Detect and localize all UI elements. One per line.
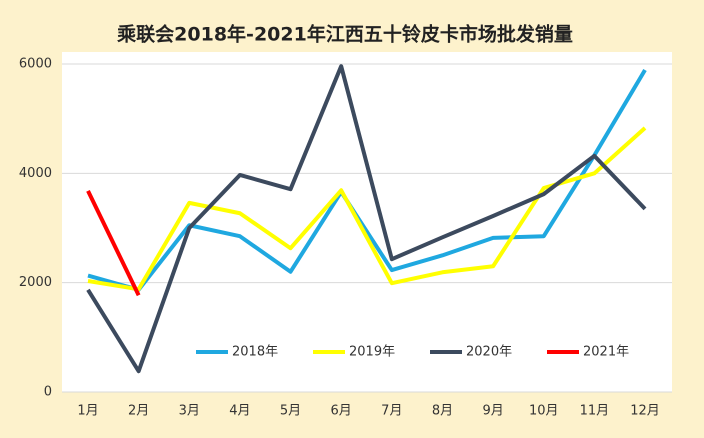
x-tick-label: 4月	[229, 404, 250, 419]
x-tick-label: 1月	[77, 404, 98, 419]
x-tick-label: 10月	[529, 404, 559, 419]
legend-label: 2018年	[232, 345, 278, 360]
plot-area	[62, 52, 672, 392]
x-tick-label: 5月	[280, 404, 301, 419]
x-tick-label: 6月	[331, 404, 352, 419]
x-tick-label: 3月	[179, 404, 200, 419]
x-tick-label: 12月	[630, 404, 660, 419]
y-tick-label: 6000	[19, 57, 52, 72]
line-series	[86, 64, 647, 374]
line-series	[86, 189, 141, 297]
legend-label: 2021年	[583, 345, 629, 360]
line-series	[87, 68, 647, 292]
y-tick-label: 2000	[19, 275, 52, 290]
x-tick-label: 9月	[482, 404, 503, 419]
x-tick-label: 2月	[128, 404, 149, 419]
legend-label: 2019年	[349, 345, 395, 360]
y-tick-label: 4000	[19, 166, 52, 181]
y-tick-label: 0	[44, 385, 52, 400]
chart-title: 乘联会2018年-2021年江西五十铃皮卡市场批发销量	[116, 23, 573, 46]
x-tick-label: 11月	[580, 404, 610, 419]
x-tick-label: 8月	[432, 404, 453, 419]
x-tick-label: 7月	[381, 404, 402, 419]
legend-label: 2020年	[466, 345, 512, 360]
